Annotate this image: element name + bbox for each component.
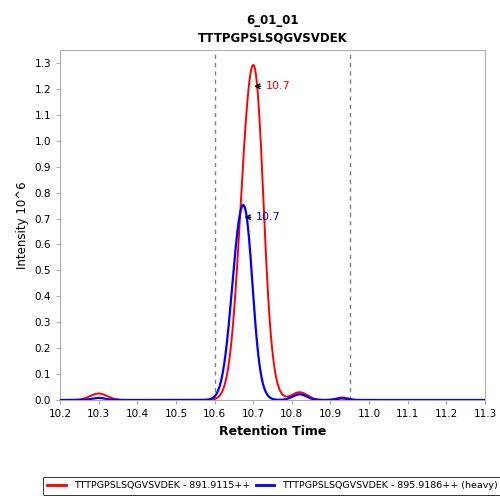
Title: 6_01_01
TTTPGPSLSQGVSVDEK: 6_01_01 TTTPGPSLSQGVSVDEK bbox=[198, 14, 348, 44]
Legend: TTTPGPSLSQGVSVDEK - 891.9115++, TTTPGPSLSQGVSVDEK - 895.9186++ (heavy): TTTPGPSLSQGVSVDEK - 891.9115++, TTTPGPSL… bbox=[42, 476, 500, 495]
Text: 10.7: 10.7 bbox=[256, 82, 290, 92]
X-axis label: Retention Time: Retention Time bbox=[219, 424, 326, 438]
Text: 10.7: 10.7 bbox=[246, 212, 281, 222]
Y-axis label: Intensity 10^6: Intensity 10^6 bbox=[16, 181, 29, 269]
